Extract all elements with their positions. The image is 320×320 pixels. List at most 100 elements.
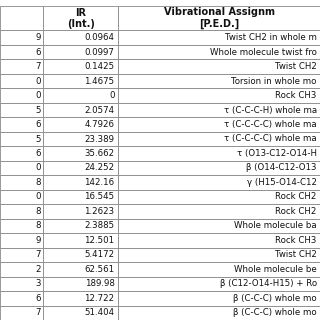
Bar [43, 161, 118, 175]
Text: 0: 0 [35, 91, 41, 100]
Text: 0.1425: 0.1425 [84, 62, 115, 71]
Text: Whole molecule be: Whole molecule be [234, 265, 317, 274]
Text: 0: 0 [35, 76, 41, 85]
Text: 6: 6 [35, 120, 41, 129]
Text: Vibrational Assignm
[P.E.D.]: Vibrational Assignm [P.E.D.] [164, 7, 275, 29]
Text: Rock CH2: Rock CH2 [276, 192, 317, 201]
Bar [43, 146, 118, 161]
Text: 189.98: 189.98 [85, 279, 115, 288]
Text: γ (H15-O14-C12: γ (H15-O14-C12 [247, 178, 317, 187]
Text: β (O14-C12-O13: β (O14-C12-O13 [246, 164, 317, 172]
Text: 12.501: 12.501 [84, 236, 115, 245]
Bar [118, 6, 320, 30]
Bar [43, 175, 118, 190]
Bar [0, 276, 43, 291]
Bar [43, 30, 118, 45]
Bar [0, 161, 43, 175]
Bar [118, 132, 320, 146]
Text: 0: 0 [35, 164, 41, 172]
Bar [43, 6, 118, 30]
Text: 12.722: 12.722 [84, 294, 115, 303]
Bar [118, 233, 320, 248]
Bar [43, 262, 118, 276]
Text: 6: 6 [35, 294, 41, 303]
Text: 7: 7 [35, 62, 41, 71]
Text: IR
(Int.): IR (Int.) [67, 8, 95, 29]
Text: 142.16: 142.16 [84, 178, 115, 187]
Bar [118, 117, 320, 132]
Text: 24.252: 24.252 [84, 164, 115, 172]
Text: 2.3885: 2.3885 [84, 221, 115, 230]
Text: 7: 7 [35, 250, 41, 259]
Bar [43, 117, 118, 132]
Text: τ (C-C-C-C) whole ma: τ (C-C-C-C) whole ma [224, 134, 317, 143]
Bar [43, 88, 118, 103]
Text: 4.7926: 4.7926 [84, 120, 115, 129]
Bar [118, 262, 320, 276]
Bar [118, 175, 320, 190]
Bar [118, 306, 320, 320]
Bar [0, 132, 43, 146]
Text: τ (C-C-C-C) whole ma: τ (C-C-C-C) whole ma [224, 120, 317, 129]
Bar [43, 248, 118, 262]
Bar [43, 219, 118, 233]
Bar [118, 60, 320, 74]
Bar [118, 248, 320, 262]
Bar [0, 117, 43, 132]
Bar [118, 103, 320, 117]
Text: Twist CH2 in whole m: Twist CH2 in whole m [225, 33, 317, 42]
Bar [43, 276, 118, 291]
Text: 2: 2 [35, 265, 41, 274]
Bar [0, 45, 43, 60]
Text: Rock CH3: Rock CH3 [276, 236, 317, 245]
Text: Rock CH3: Rock CH3 [276, 91, 317, 100]
Text: Whole molecule twist fro: Whole molecule twist fro [210, 48, 317, 57]
Bar [0, 248, 43, 262]
Text: β (C-C-C) whole mo: β (C-C-C) whole mo [233, 294, 317, 303]
Text: Twist CH2: Twist CH2 [275, 62, 317, 71]
Text: 8: 8 [35, 221, 41, 230]
Text: Twist CH2: Twist CH2 [275, 250, 317, 259]
Text: 5: 5 [35, 134, 41, 143]
Bar [43, 306, 118, 320]
Bar [43, 132, 118, 146]
Bar [118, 219, 320, 233]
Text: 1.2623: 1.2623 [84, 207, 115, 216]
Text: τ (O13-C12-O14-H: τ (O13-C12-O14-H [237, 149, 317, 158]
Bar [0, 6, 43, 30]
Text: 0: 0 [35, 192, 41, 201]
Text: 8: 8 [35, 178, 41, 187]
Bar [43, 291, 118, 306]
Bar [118, 30, 320, 45]
Bar [118, 74, 320, 88]
Bar [43, 233, 118, 248]
Text: 6: 6 [35, 48, 41, 57]
Text: 7: 7 [35, 308, 41, 317]
Text: 5: 5 [35, 106, 41, 115]
Bar [118, 190, 320, 204]
Text: 0.0964: 0.0964 [84, 33, 115, 42]
Text: 35.662: 35.662 [84, 149, 115, 158]
Text: 0.0997: 0.0997 [85, 48, 115, 57]
Bar [43, 103, 118, 117]
Bar [0, 233, 43, 248]
Text: β (C-C-C) whole mo: β (C-C-C) whole mo [233, 308, 317, 317]
Text: 5.4172: 5.4172 [84, 250, 115, 259]
Text: Rock CH2: Rock CH2 [276, 207, 317, 216]
Bar [0, 262, 43, 276]
Text: 51.404: 51.404 [84, 308, 115, 317]
Bar [118, 291, 320, 306]
Bar [118, 88, 320, 103]
Bar [0, 88, 43, 103]
Bar [43, 74, 118, 88]
Bar [0, 175, 43, 190]
Bar [118, 161, 320, 175]
Text: 9: 9 [35, 33, 41, 42]
Text: Torsion in whole mo: Torsion in whole mo [231, 76, 317, 85]
Text: 8: 8 [35, 207, 41, 216]
Text: 6: 6 [35, 149, 41, 158]
Text: Whole molecule ba: Whole molecule ba [234, 221, 317, 230]
Bar [43, 190, 118, 204]
Bar [0, 30, 43, 45]
Bar [0, 74, 43, 88]
